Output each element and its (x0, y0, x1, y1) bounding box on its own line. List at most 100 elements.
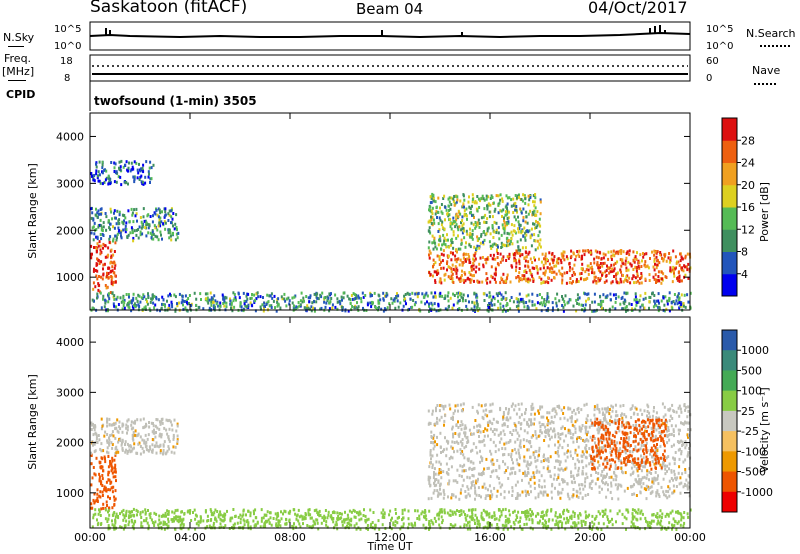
scatter-region-2 (427, 402, 692, 501)
velocity-panel: 1000 2000 3000 4000 00:00 04:00 08:00 12:00 16:… (26, 113, 706, 553)
velocity-colorbar-cell (722, 390, 737, 412)
velocity-colorbar-cell (722, 471, 737, 493)
nave-dots (754, 83, 776, 85)
noise-spikes (105, 25, 666, 36)
velocity-xlabel: Time UT (366, 540, 412, 553)
x-tick-label: 20:00 (574, 531, 606, 544)
cpid-program: twofsound (1-min) 3505 (94, 94, 257, 108)
noise-sky-label: N.Sky (3, 31, 35, 44)
velocity-colorbar-cell (722, 431, 737, 452)
power-colorbar: 4 8 12 16 20 24 28 (721, 117, 755, 297)
x-tick-label: 12:00 (374, 531, 406, 544)
noise-panel: 10^5 10^0 10^5 10^0 (54, 21, 733, 52)
velocity-y-axis: 1000 2000 3000 4000 (56, 336, 690, 500)
freq-unit-label: [MHz] (2, 65, 35, 78)
y-tick-label: 4000 (56, 130, 84, 143)
freq-left-tick-top: 18 (60, 56, 73, 67)
velocity-colorbar-cell (722, 491, 737, 513)
x-tick-label: 08:00 (274, 531, 306, 544)
power-colorbar-cell (722, 140, 737, 163)
y-tick-label: 1000 (56, 487, 84, 500)
noise-right-tick-bot: 10^0 (706, 41, 733, 52)
scatter-region-4 (427, 192, 542, 252)
scatter-region-1 (90, 206, 180, 243)
scatter-region-3 (590, 417, 667, 471)
power-colorbar-tick: 20 (741, 179, 755, 192)
power-scatter-layer (90, 159, 692, 313)
y-tick-label: 3000 (56, 386, 84, 399)
velocity-colorbar: 1000 500 100 25 -25 -100 -500 -1000 (721, 329, 773, 513)
y-tick-label: 2000 (56, 224, 84, 237)
x-tick-label: 00:00 (74, 531, 106, 544)
freq-panel: 18 8 60 0 (60, 54, 719, 84)
power-colorbar-tick: 8 (741, 246, 748, 259)
power-colorbar-cell (722, 162, 737, 186)
power-colorbar-cell (722, 184, 737, 208)
noise-left-tick-top: 10^5 (54, 24, 81, 35)
velocity-scatter-layer (90, 402, 692, 531)
velocity-colorbar-tick: 500 (741, 364, 762, 377)
velocity-colorbar-tick: -100 (741, 445, 766, 458)
velocity-colorbar-cell (722, 451, 737, 473)
freq-label: Freq. (4, 52, 32, 65)
x-tick-label: 00:00 (674, 531, 706, 544)
cpid-label: CPID (6, 88, 36, 101)
scatter-region-5 (90, 291, 692, 313)
power-colorbar-tick: 4 (741, 268, 748, 281)
velocity-colorbar-tick: -25 (741, 425, 759, 438)
y-tick-label: 4000 (56, 336, 84, 349)
velocity-colorbar-cell (722, 410, 737, 432)
velocity-ylabel: Slant Range [km] (26, 374, 39, 470)
freq-right-tick-top: 60 (706, 56, 719, 67)
power-colorbar-tick: 12 (741, 223, 755, 236)
power-colorbar-tick: 28 (741, 134, 755, 147)
noise-sky-trace (89, 31, 691, 39)
power-panel: 1000 2000 3000 4000 Slant Range [km] (26, 112, 692, 313)
power-y-axis: 1000 2000 3000 4000 (56, 130, 690, 284)
y-tick-label: 2000 (56, 437, 84, 450)
power-colorbar-cell (722, 229, 737, 252)
nave-label: Nave (752, 64, 781, 77)
y-tick-label: 1000 (56, 271, 84, 284)
y-tick-label: 3000 (56, 177, 84, 190)
power-colorbar-cell (722, 273, 737, 297)
power-colorbar-cell (722, 118, 737, 141)
x-tick-label: 16:00 (474, 531, 506, 544)
velocity-colorbar-tick: 1000 (741, 344, 769, 357)
freq-line (8, 80, 26, 81)
power-ylabel: Slant Range [km] (26, 163, 39, 259)
velocity-colorbar-tick: -1000 (741, 486, 773, 499)
scatter-region-3 (428, 249, 692, 285)
scatter-region-0 (90, 453, 117, 511)
velocity-colorbar-tick: 25 (741, 405, 755, 418)
velocity-colorbar-cell (722, 330, 737, 351)
noise-sky-line (8, 46, 24, 47)
velocity-colorbar-cell (722, 350, 737, 371)
velocity-colorbar-cell (722, 370, 737, 392)
power-colorbar-tick: 16 (741, 201, 755, 214)
date-label: 04/Oct/2017 (588, 0, 688, 17)
power-colorbar-label: Power [dB] (758, 182, 771, 242)
noise-left-tick-bot: 10^0 (54, 41, 81, 52)
noise-search-label: N.Search (746, 27, 796, 40)
velocity-colorbar-label: Velocity [m s⁻¹] (758, 387, 771, 472)
power-colorbar-tick: 24 (741, 157, 755, 170)
scatter-region-1 (90, 417, 179, 456)
scatter-region-4 (91, 507, 692, 531)
power-colorbar-cell (722, 251, 737, 275)
noise-search-dots (760, 45, 790, 47)
scatter-region-2 (90, 159, 155, 187)
scatter-region-0 (90, 240, 117, 294)
freq-right-tick-bot: 0 (706, 73, 712, 84)
cpid-row: twofsound (1-min) 3505 (89, 81, 257, 111)
power-colorbar-cell (722, 207, 737, 230)
noise-right-tick-top: 10^5 (706, 24, 733, 35)
velocity-x-axis: 00:00 04:00 08:00 12:00 16:00 20:00 00:00 (74, 113, 706, 544)
freq-left-tick-bot: 8 (64, 73, 70, 84)
velocity-colorbar-tick: -500 (741, 466, 766, 479)
site-title: Saskatoon (fitACF) (90, 0, 248, 17)
x-tick-label: 04:00 (174, 531, 206, 544)
velocity-colorbar-tick: 100 (741, 385, 762, 398)
beam-label: Beam 04 (356, 0, 424, 18)
